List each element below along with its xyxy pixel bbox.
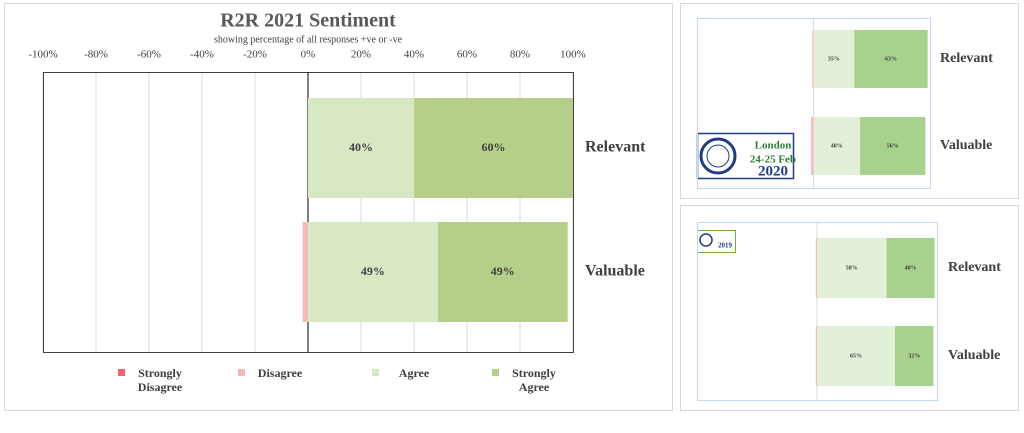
category-label: Valuable	[948, 348, 1000, 363]
bar-segment	[817, 238, 887, 298]
x-tick-label: 40%	[404, 49, 424, 61]
data-label: 65%	[850, 353, 862, 359]
legend-item: Disagree	[238, 366, 311, 380]
bar-segment	[308, 222, 438, 322]
category-label: Valuable	[940, 138, 992, 153]
data-label: 40%	[349, 140, 373, 154]
data-label: 49%	[361, 264, 385, 278]
bar-segment	[895, 326, 934, 386]
bar-segment	[414, 98, 573, 198]
x-tick-label: 80%	[510, 49, 530, 61]
x-tick-label: 0%	[301, 49, 316, 61]
legend-label: Disagree	[257, 366, 303, 380]
bar-segment	[813, 30, 855, 88]
logo-text: London	[755, 140, 792, 152]
legend-swatch	[118, 369, 125, 376]
x-tick-label: -80%	[84, 49, 108, 61]
bar-segment	[811, 117, 814, 175]
x-tick-label: -60%	[137, 49, 161, 61]
x-tick-label: 20%	[351, 49, 371, 61]
logo-text: 2020	[758, 163, 788, 179]
x-tick-label: -100%	[28, 49, 57, 61]
legend-swatch	[238, 369, 245, 376]
legend-item: Strongly Disagree	[118, 366, 191, 394]
panel-2020	[680, 3, 1019, 199]
bar-segment	[308, 98, 414, 198]
category-label: Relevant	[585, 139, 646, 156]
main-panel	[4, 3, 673, 411]
bar-segment	[813, 117, 861, 175]
data-label: 58%	[846, 265, 858, 271]
data-label: 40%	[831, 143, 843, 149]
bar-segment	[817, 326, 895, 386]
category-label: Relevant	[940, 51, 993, 66]
bar-segment	[815, 238, 817, 298]
x-tick-label: -40%	[190, 49, 214, 61]
x-tick-label: 60%	[457, 49, 477, 61]
chart-subtitle: showing percentage of all responses +ve …	[214, 34, 403, 45]
legend-item: Strongly Agree	[492, 366, 565, 394]
data-label: 49%	[491, 264, 515, 278]
category-label: Relevant	[948, 260, 1001, 275]
data-label: 32%	[908, 353, 920, 359]
legend-label: Agree	[398, 366, 430, 380]
data-label: 60%	[482, 140, 506, 154]
data-label: 40%	[905, 265, 917, 271]
legend-item: Agree	[372, 366, 445, 380]
data-label: 35%	[828, 56, 840, 62]
logo-emblem-2019	[699, 233, 713, 247]
logo-text: 24-25 Feb	[750, 154, 796, 166]
bar-segment	[860, 117, 926, 175]
category-label: Valuable	[585, 263, 645, 280]
x-tick-label: -20%	[243, 49, 267, 61]
legend-label: Strongly Disagree	[137, 366, 183, 394]
legend-label: Strongly Agree	[512, 366, 556, 394]
logo-text: 2019	[718, 242, 733, 250]
bar-segment	[302, 222, 308, 322]
data-label: 56%	[887, 143, 899, 149]
legend-swatch	[492, 369, 499, 376]
logo-emblem	[699, 137, 737, 175]
data-label: 63%	[885, 56, 897, 62]
bar-segment	[812, 30, 814, 88]
x-tick-label: 100%	[560, 49, 586, 61]
panel-2019	[680, 205, 1019, 411]
bar-segment	[854, 30, 928, 88]
chart-title: R2R 2021 Sentiment	[220, 10, 396, 32]
legend-swatch	[372, 369, 379, 376]
bar-segment	[886, 238, 935, 298]
bar-segment	[815, 326, 817, 386]
bar-segment	[437, 222, 568, 322]
logo-emblem-inner	[706, 144, 730, 168]
